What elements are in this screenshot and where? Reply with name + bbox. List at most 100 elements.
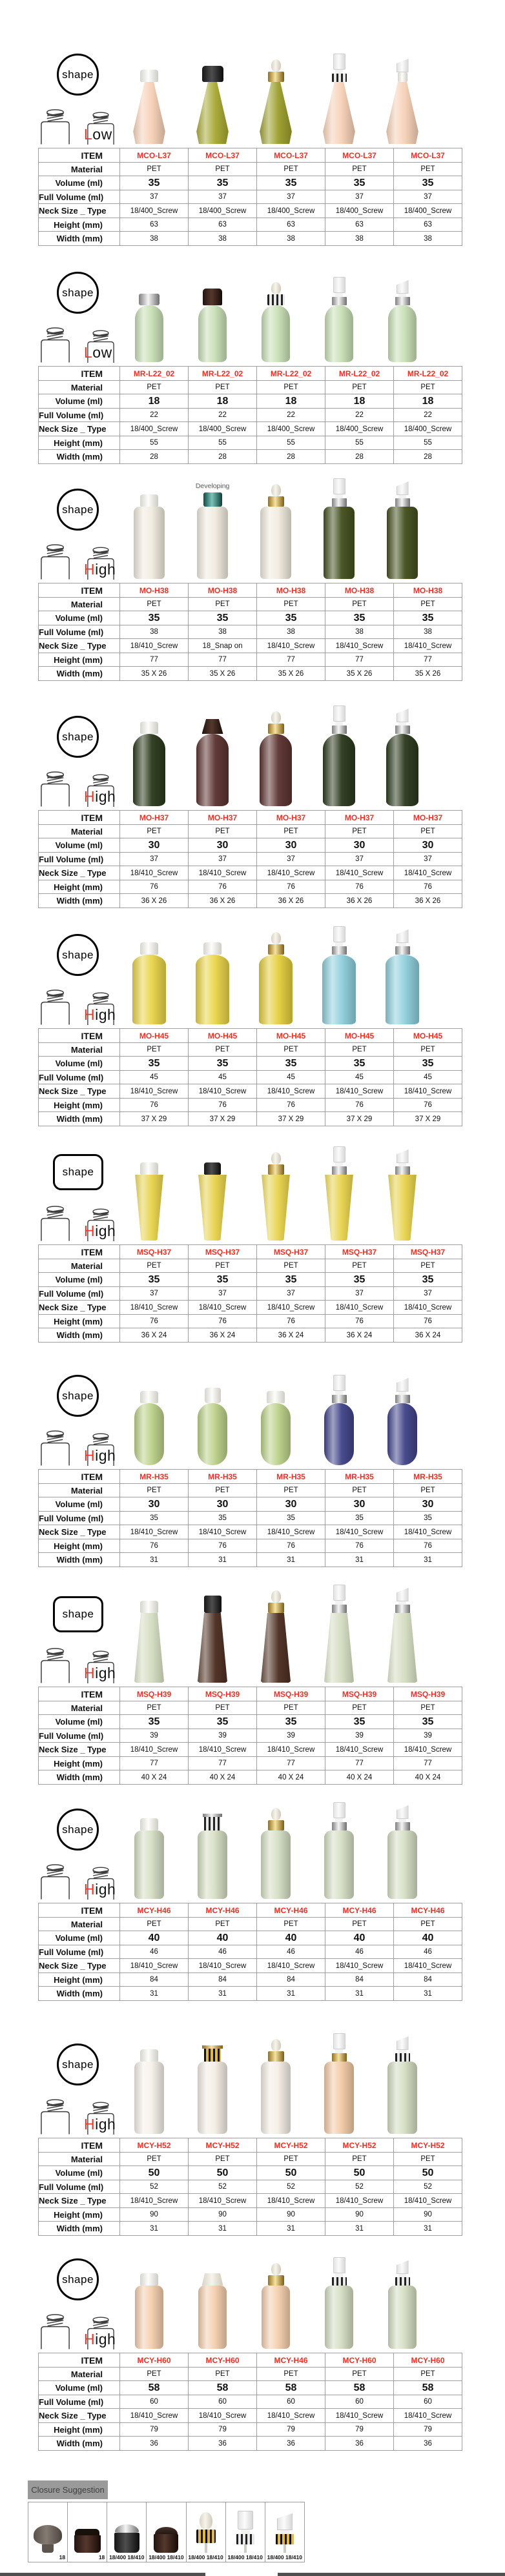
neck-thread-icon [37, 1862, 73, 1900]
row-label-full_volume: Full Volume (ml) [38, 1511, 120, 1525]
height-level-label: High [84, 788, 116, 806]
bottle-image [181, 492, 244, 579]
cap-dropper-collar [267, 496, 284, 507]
product-section: shape High ITEM MO-H45 MO-H45 MO-H45 MO-H45 MO-… [0, 902, 505, 1129]
cell-volume-3: 35 [256, 1056, 325, 1071]
cap-overcap [396, 709, 409, 722]
neck-thread-icon [37, 769, 73, 807]
cell-volume-1: 18 [119, 394, 189, 409]
bottle-row [118, 2011, 437, 2138]
cap-nozzle [398, 1392, 406, 1395]
cell-item-1: MCY-H46 [119, 1903, 189, 1918]
cell-material-3: PET [256, 824, 325, 838]
row-label-material: Material [38, 1259, 120, 1273]
cell-volume-3: 35 [256, 176, 325, 190]
cell-full_volume-4: 22 [325, 408, 394, 422]
cell-material-5: PET [393, 1701, 462, 1715]
bottle-body [324, 2062, 354, 2134]
bottle-image [118, 722, 181, 806]
bottle-cap-screw-white [140, 1391, 158, 1403]
level-first-letter: H [84, 2331, 96, 2348]
spec-row-full_volume: Full Volume (ml) 37 37 37 37 37 [38, 190, 462, 204]
spec-row-volume: Volume (ml) 50 50 50 50 50 [38, 2165, 462, 2180]
cell-item-2: MCY-H46 [188, 1903, 257, 1918]
product-section: shape Low ITEM MR-L22_02 MR-L22_02 MR-L22_02 M… [0, 239, 505, 467]
cap-dropper-collar [267, 2051, 284, 2062]
cell-full_volume-3: 35 [256, 1511, 325, 1525]
cell-full_volume-4: 45 [325, 1070, 394, 1084]
cell-neck-3: 18/400_Screw [256, 203, 325, 218]
cap-part [140, 494, 158, 507]
row-label-material: Material [38, 2367, 120, 2381]
cell-full_volume-1: 37 [119, 1286, 189, 1301]
cap-part [140, 942, 158, 955]
row-label-neck: Neck Size _ Type [38, 203, 120, 218]
cap-part [140, 70, 158, 82]
cell-volume-5: 18 [393, 394, 462, 409]
cell-material-5: PET [393, 2152, 462, 2166]
bottle-cap-flip-black [201, 66, 223, 82]
cell-full_volume-3: 37 [256, 190, 325, 204]
cell-material-5: PET [393, 597, 462, 611]
cell-neck-3: 18/410_Screw [256, 1525, 325, 1539]
cell-neck-2: 18/410_Screw [188, 2408, 257, 2423]
shape-badge: shape [57, 2258, 99, 2300]
cell-width-3: 31 [256, 1552, 325, 1567]
cell-volume-4: 35 [325, 1272, 394, 1287]
cap-nozzle [398, 1601, 406, 1605]
spec-table: ITEM MCY-H46 MCY-H46 MCY-H46 MCY-H46 MCY-H46 M… [38, 1903, 462, 2001]
cell-volume-1: 58 [119, 2380, 189, 2395]
pump-overcap [276, 2513, 293, 2530]
bottle-cap-cap-striped-gold [202, 2045, 223, 2062]
bottle-body [325, 2286, 353, 2349]
cell-item-5: MCY-H52 [393, 2138, 462, 2153]
closure-item-dropper: 18/400 18/410 [185, 2502, 226, 2562]
cell-height-1: 77 [119, 1756, 189, 1770]
bottle-cap-screw-white [140, 1601, 158, 1613]
spec-row-material: Material PET PET PET PET PET [38, 1483, 462, 1497]
cap-dropper-bulb [271, 1590, 281, 1603]
cell-volume-5: 35 [393, 1272, 462, 1287]
cell-item-4: MSQ-H39 [325, 1687, 394, 1701]
bottle-body [198, 1831, 227, 1899]
cell-full_volume-5: 45 [393, 1070, 462, 1084]
cap-part [140, 722, 158, 734]
spec-table: ITEM MSQ-H39 MSQ-H39 MSQ-H39 MSQ-H39 MSQ-H39 M… [38, 1687, 462, 1785]
bottle-image [118, 2049, 181, 2134]
shape-badge: shape [57, 54, 99, 96]
cap-part [204, 1162, 221, 1175]
cell-height-5: 84 [393, 1973, 462, 1987]
height-level-label: High [84, 2331, 116, 2348]
cell-volume-5: 50 [393, 2165, 462, 2180]
bottle-body [388, 1175, 417, 1241]
cell-height-5: 76 [393, 1098, 462, 1112]
cell-height-2: 79 [188, 2422, 257, 2437]
cap-nozzle [335, 1818, 343, 1822]
plain-cap-cap-body [154, 2534, 179, 2553]
cap-overcap [333, 926, 345, 942]
spec-row-height: Height (mm) 76 76 76 76 76 [38, 1098, 462, 1112]
spec-row-volume: Volume (ml) 35 35 35 35 35 [38, 1272, 462, 1287]
bottle-image [307, 1375, 371, 1465]
row-label-item: ITEM [38, 1244, 120, 1259]
closure-figure-pump [275, 2513, 294, 2553]
cell-volume-1: 30 [119, 838, 189, 853]
bottle-image [118, 1601, 181, 1683]
row-label-volume: Volume (ml) [38, 2165, 120, 2180]
bottle-image [244, 2039, 307, 2134]
cell-material-4: PET [325, 597, 394, 611]
footer-rule-left [0, 2573, 205, 2576]
cell-full_volume-4: 60 [325, 2395, 394, 2409]
spec-row-item: ITEM MSQ-H37 MSQ-H37 MSQ-H37 MSQ-H37 MSQ-H37 [38, 1244, 462, 1259]
row-label-height: Height (mm) [38, 2207, 120, 2222]
spec-row-full_volume: Full Volume (ml) 22 22 22 22 22 [38, 408, 462, 422]
cell-neck-2: 18/410_Screw [188, 1084, 257, 1099]
cell-neck-1: 18/410_Screw [119, 1742, 189, 1757]
bottle-row [118, 1343, 437, 1469]
cell-volume-1: 50 [119, 2165, 189, 2180]
bottle-cap-screw-alu [139, 294, 160, 305]
cap-overcap [396, 59, 409, 72]
sprayer-overcap [237, 2511, 253, 2530]
bottle-cap-dropper-gold [267, 2263, 284, 2286]
spec-row-width: Width (mm) 36 36 36 36 36 [38, 2436, 462, 2451]
